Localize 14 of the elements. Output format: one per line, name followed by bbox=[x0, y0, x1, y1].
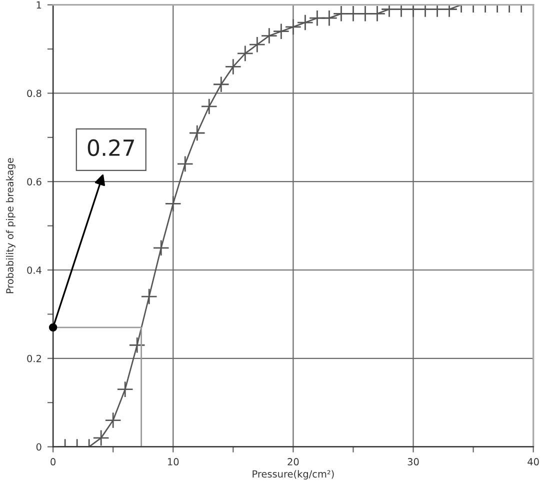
y-tick-label: 0 bbox=[36, 443, 42, 451]
y-tick-label: 0.8 bbox=[27, 90, 42, 98]
y-tick-label: 0.2 bbox=[27, 354, 41, 362]
x-tick-label: 0 bbox=[50, 458, 56, 466]
x-axis-title: Pressure(kg/cm²) bbox=[252, 470, 334, 480]
y-tick-label: 1 bbox=[36, 1, 42, 9]
x-tick-label: 40 bbox=[528, 458, 539, 466]
x-tick-label: 30 bbox=[408, 458, 419, 466]
y-tick-label: 0.4 bbox=[27, 266, 42, 274]
annotation: 0.27 bbox=[88, 139, 134, 156]
x-tick-label: 10 bbox=[168, 458, 179, 466]
x-tick-label: 20 bbox=[288, 458, 299, 466]
y-tick-label: 0.6 bbox=[27, 178, 42, 186]
y-axis-title: Probability of pipe breakage bbox=[6, 158, 16, 294]
